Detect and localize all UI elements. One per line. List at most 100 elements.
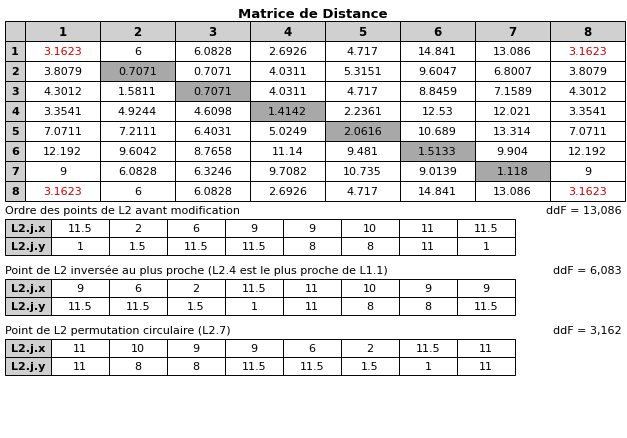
- Text: 5.3151: 5.3151: [343, 67, 382, 77]
- Text: 9.481: 9.481: [347, 147, 379, 157]
- Text: 11: 11: [73, 361, 87, 371]
- Text: 6.0828: 6.0828: [193, 187, 232, 197]
- Text: 11: 11: [479, 343, 493, 353]
- Bar: [25, 62, 100, 82]
- Text: 9: 9: [59, 166, 66, 177]
- Text: 11: 11: [479, 361, 493, 371]
- Text: 10.689: 10.689: [418, 127, 457, 137]
- Bar: [100, 62, 175, 82]
- Bar: [5, 102, 25, 122]
- Bar: [5, 162, 25, 182]
- Bar: [475, 122, 550, 141]
- Bar: [550, 102, 625, 122]
- Text: 12.192: 12.192: [568, 147, 607, 157]
- Bar: [325, 122, 400, 141]
- Text: 4.3012: 4.3012: [568, 87, 607, 97]
- Bar: [475, 82, 550, 102]
- Bar: [325, 22, 400, 42]
- Text: 5: 5: [359, 25, 367, 39]
- Bar: [109, 297, 167, 315]
- Text: 3.3541: 3.3541: [43, 107, 82, 117]
- Bar: [175, 141, 250, 162]
- Text: 1: 1: [483, 241, 490, 251]
- Text: 8: 8: [308, 241, 315, 251]
- Text: 8: 8: [366, 301, 374, 311]
- Bar: [167, 219, 225, 237]
- Bar: [51, 357, 109, 375]
- Bar: [100, 82, 175, 102]
- Text: L2.j.y: L2.j.y: [11, 301, 45, 311]
- Text: 4.0311: 4.0311: [268, 87, 307, 97]
- Bar: [25, 82, 100, 102]
- Text: 10.735: 10.735: [343, 166, 382, 177]
- Bar: [51, 219, 109, 237]
- Text: 7: 7: [508, 25, 517, 39]
- Bar: [5, 357, 51, 375]
- Bar: [250, 82, 325, 102]
- Text: 14.841: 14.841: [418, 187, 457, 197]
- Bar: [5, 237, 51, 255]
- Bar: [341, 237, 399, 255]
- Text: 11.5: 11.5: [68, 223, 92, 233]
- Text: 6.0828: 6.0828: [193, 47, 232, 57]
- Text: 2.6926: 2.6926: [268, 187, 307, 197]
- Text: 3: 3: [208, 25, 216, 39]
- Bar: [175, 102, 250, 122]
- Text: 2: 2: [11, 67, 19, 77]
- Text: 10: 10: [131, 343, 145, 353]
- Bar: [250, 62, 325, 82]
- Bar: [5, 297, 51, 315]
- Text: 4.717: 4.717: [347, 87, 379, 97]
- Text: 12.53: 12.53: [421, 107, 453, 117]
- Bar: [341, 219, 399, 237]
- Bar: [250, 141, 325, 162]
- Bar: [100, 22, 175, 42]
- Text: 11.5: 11.5: [473, 301, 498, 311]
- Text: Point de L2 inversée au plus proche (L2.4 est le plus proche de L1.1): Point de L2 inversée au plus proche (L2.…: [5, 265, 387, 276]
- Bar: [325, 102, 400, 122]
- Text: 9.0139: 9.0139: [418, 166, 457, 177]
- Bar: [457, 237, 515, 255]
- Bar: [475, 162, 550, 182]
- Bar: [399, 279, 457, 297]
- Text: 11.5: 11.5: [473, 223, 498, 233]
- Text: ddF = 13,086: ddF = 13,086: [546, 205, 622, 215]
- Text: 3: 3: [11, 87, 19, 97]
- Bar: [250, 102, 325, 122]
- Text: 8: 8: [366, 241, 374, 251]
- Bar: [457, 357, 515, 375]
- Text: 0.7071: 0.7071: [193, 67, 232, 77]
- Bar: [175, 162, 250, 182]
- Bar: [167, 297, 225, 315]
- Text: 1.5811: 1.5811: [118, 87, 157, 97]
- Bar: [550, 162, 625, 182]
- Text: 3.1623: 3.1623: [568, 187, 607, 197]
- Text: ddF = 3,162: ddF = 3,162: [554, 325, 622, 335]
- Bar: [325, 141, 400, 162]
- Text: 9: 9: [424, 283, 431, 293]
- Text: 2: 2: [134, 25, 142, 39]
- Text: Ordre des points de L2 avant modification: Ordre des points de L2 avant modificatio…: [5, 205, 240, 215]
- Text: 5: 5: [11, 127, 19, 137]
- Text: 8.8459: 8.8459: [418, 87, 457, 97]
- Text: Matrice de Distance: Matrice de Distance: [238, 8, 387, 21]
- Bar: [325, 42, 400, 62]
- Bar: [25, 182, 100, 201]
- Text: 4: 4: [11, 107, 19, 117]
- Bar: [175, 62, 250, 82]
- Text: 3.1623: 3.1623: [568, 47, 607, 57]
- Bar: [325, 82, 400, 102]
- Bar: [51, 279, 109, 297]
- Bar: [250, 162, 325, 182]
- Bar: [5, 182, 25, 201]
- Bar: [550, 82, 625, 102]
- Text: 9: 9: [250, 223, 258, 233]
- Bar: [5, 219, 51, 237]
- Bar: [225, 219, 283, 237]
- Text: 4.717: 4.717: [347, 47, 379, 57]
- Bar: [475, 102, 550, 122]
- Text: 7: 7: [11, 166, 19, 177]
- Text: 2.0616: 2.0616: [343, 127, 382, 137]
- Text: 9: 9: [482, 283, 490, 293]
- Bar: [5, 141, 25, 162]
